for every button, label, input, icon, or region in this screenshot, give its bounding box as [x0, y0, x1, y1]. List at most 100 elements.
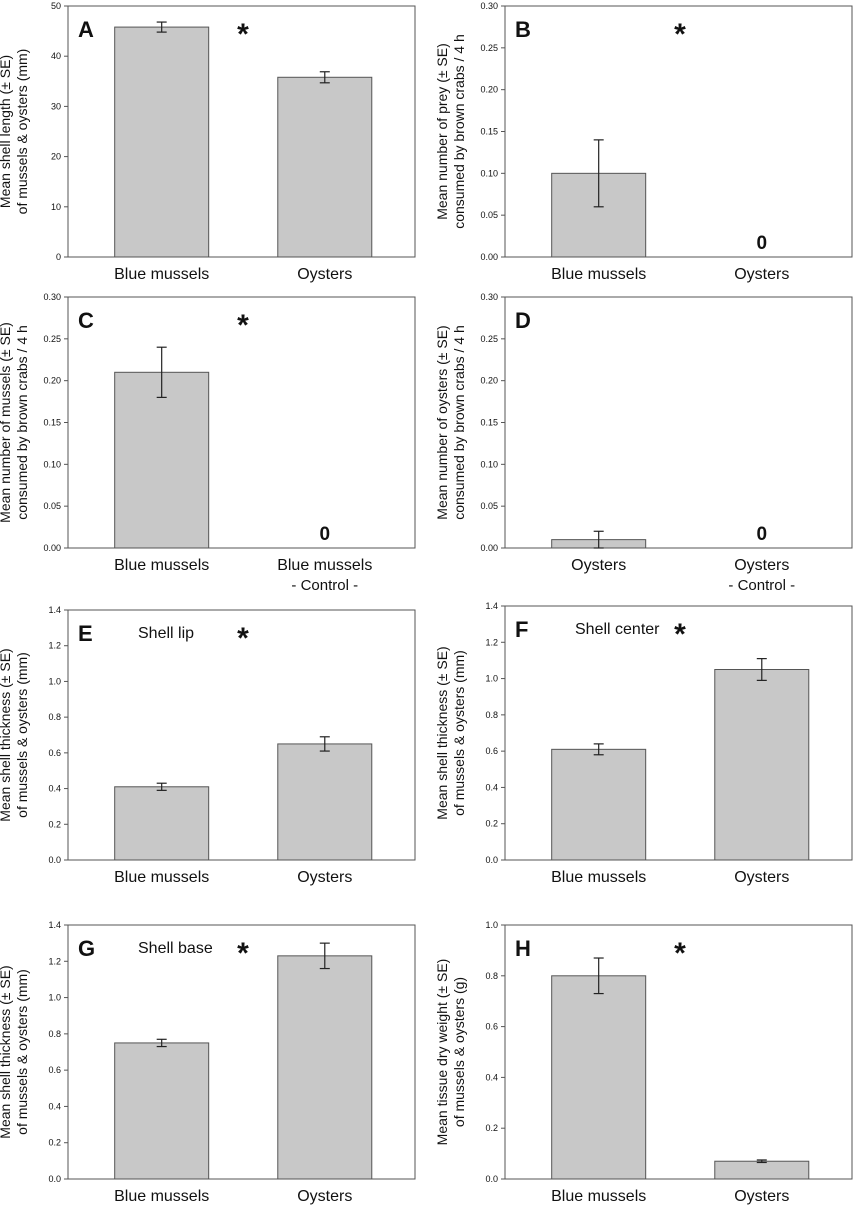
panel-letter-a: A: [78, 17, 94, 42]
category-label-h-2: Oysters: [734, 1188, 789, 1205]
y-tick-label-e: 1.0: [48, 676, 61, 686]
category-label-c-1: Blue mussels: [114, 557, 209, 574]
category-label-a-2: Oysters: [297, 266, 352, 283]
panel-subtitle-e: Shell lip: [138, 625, 194, 642]
bar-f-1: [551, 748, 647, 861]
y-tick-label-b: 0.20: [480, 85, 498, 95]
y-tick-label-g: 1.4: [48, 920, 61, 930]
plot-frame-e: [67, 609, 416, 861]
y-axis-label-c-line1: Mean number of mussels (± SE): [0, 322, 13, 523]
y-tick-label-b: 0.00: [480, 252, 498, 262]
zero-label-b-2: 0: [756, 233, 767, 254]
category-sublabel-d-2: - Control -: [728, 577, 795, 594]
y-tick-label-d: 0.15: [480, 418, 498, 428]
plot-frame-d: [504, 296, 853, 549]
y-tick-label-f: 0.2: [485, 819, 498, 829]
y-tick-label-b: 0.30: [480, 1, 498, 11]
y-tick-label-g: 0.6: [48, 1065, 61, 1075]
significance-star-b: *: [674, 18, 686, 51]
y-axis-label-b-line2: consumed by brown crabs / 4 h: [451, 34, 467, 229]
y-tick-label-a: 40: [51, 51, 61, 61]
zero-label-d-2: 0: [756, 524, 767, 545]
bar-a-1: [114, 26, 210, 258]
y-tick-label-h: 0.4: [485, 1072, 498, 1082]
significance-star-e: *: [237, 622, 249, 655]
category-label-f-1: Blue mussels: [551, 869, 646, 886]
significance-star-f: *: [674, 618, 686, 651]
y-tick-label-g: 0.4: [48, 1101, 61, 1111]
category-label-e-2: Oysters: [297, 869, 352, 886]
panel-f: 0.0 0.2 0.4 0.6 0.8 1.0 1.2 1.4 Blue mussels Oyst…: [434, 601, 853, 886]
panel-a: 0 10 20 30 40 50 Blue mussels Oysters A * Mean she…: [0, 1, 416, 283]
y-tick-label-g: 0.2: [48, 1138, 61, 1148]
y-tick-label-g: 1.2: [48, 956, 61, 966]
y-tick-label-b: 0.25: [480, 43, 498, 53]
y-tick-label-d: 0.00: [480, 543, 498, 553]
y-axis-label-d-line1: Mean number of oysters (± SE): [434, 325, 450, 519]
y-tick-label-d: 0.10: [480, 459, 498, 469]
y-tick-label-e: 0.2: [48, 819, 61, 829]
y-tick-label-f: 1.2: [485, 637, 498, 647]
y-tick-label-d: 0.30: [480, 292, 498, 302]
y-tick-label-g: 1.0: [48, 993, 61, 1003]
y-axis-label-f-line1: Mean shell thickness (± SE): [434, 646, 450, 819]
y-tick-label-h: 0.6: [485, 1022, 498, 1032]
y-tick-label-c: 0.25: [43, 334, 61, 344]
y-axis-label-f-line2: of mussels & oysters (mm): [451, 650, 467, 816]
y-tick-label-g: 0.8: [48, 1029, 61, 1039]
bar-f-2: [714, 669, 810, 861]
panel-subtitle-g: Shell base: [138, 940, 213, 957]
y-tick-label-a: 0: [56, 252, 61, 262]
category-label-c-2: Blue mussels: [277, 557, 372, 574]
bar-g-2: [277, 955, 373, 1180]
category-label-d-2: Oysters: [734, 557, 789, 574]
category-label-b-1: Blue mussels: [551, 266, 646, 283]
panel-letter-b: B: [515, 17, 531, 42]
y-axis-label-h-line1: Mean tissue dry weight (± SE): [434, 959, 450, 1146]
category-label-a-1: Blue mussels: [114, 266, 209, 283]
panel-g: 0.0 0.2 0.4 0.6 0.8 1.0 1.2 1.4 Blue mussels Oyst…: [0, 920, 416, 1205]
y-axis-label-h-line2: of mussels & oysters (g): [451, 977, 467, 1127]
bar-c-1: [114, 371, 210, 549]
y-axis-label-b-line1: Mean number of prey (± SE): [434, 43, 450, 220]
category-label-h-1: Blue mussels: [551, 1188, 646, 1205]
y-tick-label-e: 0.8: [48, 712, 61, 722]
plot-frame-g: [67, 924, 416, 1180]
category-sublabel-c-2: - Control -: [291, 577, 358, 594]
y-tick-label-a: 10: [51, 202, 61, 212]
zero-label-c-2: 0: [319, 524, 330, 545]
y-tick-label-a: 50: [51, 1, 61, 11]
y-tick-label-c: 0.15: [43, 418, 61, 428]
y-tick-label-e: 0.0: [48, 855, 61, 865]
y-tick-label-d: 0.05: [480, 501, 498, 511]
y-tick-label-c: 0.30: [43, 292, 61, 302]
y-axis-label-g-line1: Mean shell thickness (± SE): [0, 965, 13, 1138]
y-tick-label-d: 0.20: [480, 376, 498, 386]
category-label-g-1: Blue mussels: [114, 1188, 209, 1205]
y-axis-label-d-line2: consumed by brown crabs / 4 h: [451, 325, 467, 520]
y-tick-label-c: 0.10: [43, 459, 61, 469]
y-tick-label-f: 0.4: [485, 782, 498, 792]
panel-c: 0.00 0.05 0.10 0.15 0.20 0.25 0.30 Blue mussels…: [0, 292, 416, 594]
bar-a-2: [277, 76, 373, 258]
y-tick-label-a: 20: [51, 152, 61, 162]
bar-e-1: [114, 786, 210, 861]
significance-star-h: *: [674, 937, 686, 970]
y-axis-label-g-line2: of mussels & oysters (mm): [14, 969, 30, 1135]
panel-letter-f: F: [515, 617, 528, 642]
panel-subtitle-f: Shell center: [575, 621, 660, 638]
y-tick-label-f: 1.4: [485, 601, 498, 611]
bar-e-2: [277, 743, 373, 861]
bar-g-1: [114, 1042, 210, 1180]
y-tick-label-e: 1.2: [48, 641, 61, 651]
plot-frame-a: [67, 5, 416, 258]
y-tick-label-f: 0.8: [485, 710, 498, 720]
y-axis-label-a-line2: of mussels & oysters (mm): [14, 49, 30, 215]
y-tick-label-h: 0.8: [485, 971, 498, 981]
y-axis-label-e-line1: Mean shell thickness (± SE): [0, 648, 13, 821]
category-label-g-2: Oysters: [297, 1188, 352, 1205]
y-tick-label-c: 0.05: [43, 501, 61, 511]
y-tick-label-c: 0.20: [43, 376, 61, 386]
bar-h-2: [714, 1160, 810, 1180]
panel-e: 0.0 0.2 0.4 0.6 0.8 1.0 1.2 1.4 Blue mussels Oyst…: [0, 605, 416, 886]
